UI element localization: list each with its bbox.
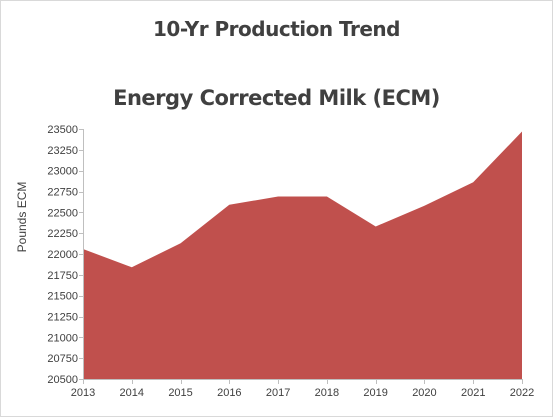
chart-title: 10-Yr Production Trend <box>153 17 400 41</box>
area-fill <box>83 131 522 379</box>
y-tick-label: 22000 <box>47 249 78 261</box>
x-tick-label: 2014 <box>120 387 144 399</box>
area-series <box>83 131 522 379</box>
y-tick-labels: 20500 20750 21000 21250 21500 21750 22000 22250… <box>47 124 78 386</box>
x-tick-label: 2018 <box>315 387 339 399</box>
y-tick-label: 21500 <box>47 291 78 303</box>
y-tick-label: 23000 <box>47 166 78 178</box>
y-tick-label: 22500 <box>47 207 78 219</box>
x-tick-label: 2013 <box>71 387 95 399</box>
x-tick-label: 2021 <box>461 387 485 399</box>
y-tick-label: 20500 <box>47 374 78 386</box>
y-tick-label: 21000 <box>47 332 78 344</box>
y-tick-label: 21250 <box>47 312 78 324</box>
y-tick-label: 23250 <box>47 145 78 157</box>
x-tick-label: 2017 <box>266 387 290 399</box>
y-tick-label: 23500 <box>47 124 78 136</box>
x-tick-label: 2019 <box>363 387 387 399</box>
x-tick-label: 2020 <box>412 387 436 399</box>
y-tick-label: 21750 <box>47 270 78 282</box>
y-tick-label: 22250 <box>47 228 78 240</box>
x-tick-label: 2016 <box>217 387 241 399</box>
y-tick-label: 22750 <box>47 187 78 199</box>
x-tick-label: 2015 <box>168 387 192 399</box>
chart-subtitle: Energy Corrected Milk (ECM) <box>113 86 440 110</box>
x-tick-label: 2022 <box>510 387 534 399</box>
y-axis-label: Pounds ECM <box>15 182 29 253</box>
x-tick-labels: 2013 2014 2015 2016 2017 2018 2019 2020 2021 2022 <box>71 387 534 399</box>
axes <box>79 129 523 384</box>
y-tick-label: 20750 <box>47 353 78 365</box>
